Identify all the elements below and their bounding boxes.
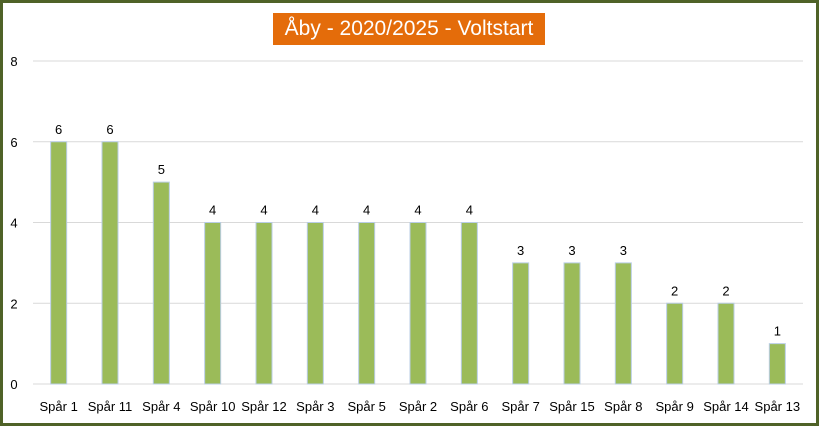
bar bbox=[306, 222, 324, 385]
data-label: 4 bbox=[363, 203, 370, 218]
chart-title-box: Åby - 2020/2025 - Voltstart bbox=[273, 13, 545, 45]
data-label: 3 bbox=[620, 243, 627, 258]
bar bbox=[717, 302, 735, 385]
chart-title: Åby - 2020/2025 - Voltstart bbox=[284, 17, 534, 40]
x-tick-label: Spår 8 bbox=[604, 399, 642, 414]
x-tick-label: Spår 10 bbox=[190, 399, 236, 414]
data-label: 4 bbox=[209, 203, 216, 218]
data-label: 5 bbox=[158, 162, 165, 177]
x-tick-label: Spår 1 bbox=[40, 399, 78, 414]
data-label: 4 bbox=[312, 203, 319, 218]
data-label: 2 bbox=[722, 283, 729, 298]
bars bbox=[50, 141, 786, 385]
x-tick-label: Spår 4 bbox=[142, 399, 180, 414]
x-tick-label: Spår 6 bbox=[450, 399, 488, 414]
x-tick-label: Spår 15 bbox=[549, 399, 595, 414]
x-tick-label: Spår 11 bbox=[88, 399, 133, 414]
y-axis-ticks: 0 2 4 6 8 bbox=[10, 54, 17, 392]
y-tick-label: 4 bbox=[10, 216, 17, 231]
bar bbox=[409, 222, 427, 385]
bar bbox=[204, 222, 222, 385]
bar bbox=[768, 343, 786, 385]
x-tick-label: Spår 12 bbox=[241, 399, 287, 414]
x-tick-label: Spår 7 bbox=[502, 399, 540, 414]
bar bbox=[255, 222, 273, 385]
data-label: 4 bbox=[260, 203, 267, 218]
data-labels: 6 6 5 4 4 4 4 4 4 3 3 3 2 2 1 bbox=[55, 122, 781, 339]
data-label: 1 bbox=[774, 324, 781, 339]
bar bbox=[512, 262, 530, 385]
data-label: 4 bbox=[466, 203, 473, 218]
y-tick-label: 8 bbox=[10, 54, 17, 69]
bar bbox=[460, 222, 478, 385]
x-tick-label: Spår 13 bbox=[755, 399, 801, 414]
bar bbox=[50, 141, 68, 385]
data-label: 3 bbox=[568, 243, 575, 258]
x-tick-label: Spår 3 bbox=[296, 399, 334, 414]
data-label: 2 bbox=[671, 283, 678, 298]
bar bbox=[152, 181, 170, 385]
y-tick-label: 2 bbox=[10, 296, 17, 311]
x-axis-ticks: Spår 1 Spår 11 Spår 4 Spår 10 Spår 12 Spår 3 S… bbox=[40, 399, 801, 414]
bar bbox=[614, 262, 632, 385]
x-tick-label: Spår 9 bbox=[656, 399, 694, 414]
x-tick-label: Spår 2 bbox=[399, 399, 437, 414]
x-tick-label: Spår 5 bbox=[348, 399, 386, 414]
bar bbox=[358, 222, 376, 385]
data-label: 4 bbox=[414, 203, 421, 218]
y-tick-label: 6 bbox=[10, 135, 17, 150]
data-label: 6 bbox=[106, 122, 113, 137]
bar bbox=[666, 302, 684, 385]
x-tick-label: Spår 14 bbox=[703, 399, 749, 414]
y-tick-label: 0 bbox=[10, 377, 17, 392]
data-label: 3 bbox=[517, 243, 524, 258]
bar bbox=[563, 262, 581, 385]
bar bbox=[101, 141, 119, 385]
data-label: 6 bbox=[55, 122, 62, 137]
